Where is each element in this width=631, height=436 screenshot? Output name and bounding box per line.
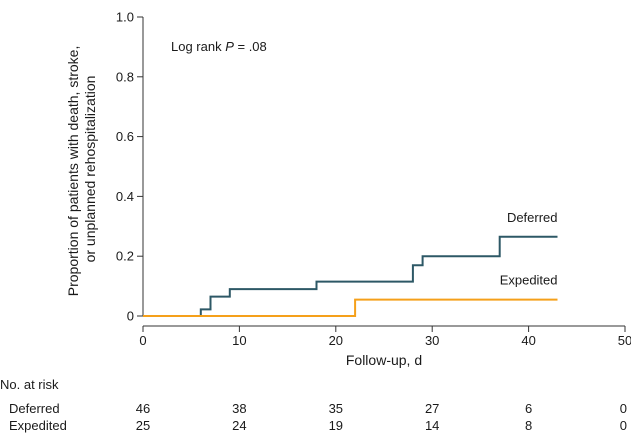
- annotation-p: P: [225, 39, 234, 54]
- x-ticks: 0 10 20 30 40 50: [139, 326, 631, 348]
- risk-value-deferred: 27: [425, 401, 439, 416]
- series-label-expedited: Expedited: [500, 273, 558, 288]
- risk-value-deferred: 35: [329, 401, 343, 416]
- x-axis-title: Follow-up, d: [346, 352, 422, 368]
- x-tick-label: 40: [521, 333, 535, 348]
- plot-area: 0 0.2 0.4 0.6 0.8 1.0 0 10 20 30 40 50 Deferred Exp…: [116, 10, 631, 349]
- y-tick-label: 1.0: [116, 10, 134, 25]
- y-axis-title: Proportion of patients with death, strok…: [65, 42, 98, 296]
- risk-row-label-expedited: Expedited: [9, 418, 67, 433]
- risk-value-deferred: 38: [232, 401, 246, 416]
- series-line-deferred: [143, 235, 558, 317]
- risk-value-expedited: 8: [525, 418, 532, 433]
- y-tick-label: 0.8: [116, 69, 134, 84]
- y-axis-title-line-1: Proportion of patients with death, strok…: [65, 46, 81, 297]
- risk-table: No. at risk Deferred 46 38 35 27 6 0 Expedited 2…: [0, 377, 627, 433]
- series-label-deferred: Deferred: [507, 210, 558, 225]
- risk-value-expedited: 19: [329, 418, 343, 433]
- risk-value-expedited: 0: [620, 418, 627, 433]
- x-tick-label: 10: [232, 333, 246, 348]
- y-axis-title-line-2: or unplanned rehospitalization: [82, 76, 98, 263]
- annotation-suffix: = .08: [234, 39, 267, 54]
- risk-value-deferred: 6: [525, 401, 532, 416]
- y-ticks: 0 0.2 0.4 0.6 0.8 1.0: [116, 10, 143, 324]
- risk-table-title: No. at risk: [0, 377, 59, 392]
- y-tick-label: 0.2: [116, 249, 134, 264]
- y-tick-label: 0: [127, 309, 134, 324]
- risk-value-expedited: 14: [425, 418, 439, 433]
- risk-value-expedited: 24: [232, 418, 246, 433]
- risk-value-deferred: 0: [620, 401, 627, 416]
- annotation-prefix: Log rank: [171, 39, 225, 54]
- x-tick-label: 50: [618, 333, 631, 348]
- annotation-log-rank: Log rank P = .08: [171, 39, 267, 54]
- x-tick-label: 30: [425, 333, 439, 348]
- series-line-expedited: [143, 298, 558, 317]
- x-tick-label: 20: [329, 333, 343, 348]
- y-tick-label: 0.6: [116, 129, 134, 144]
- x-tick-label: 0: [139, 333, 146, 348]
- risk-row-label-deferred: Deferred: [9, 401, 60, 416]
- risk-rows: Deferred 46 38 35 27 6 0 Expedited 25 24 19 14 8 0: [9, 401, 627, 433]
- series-layer: Deferred Expedited: [143, 210, 558, 317]
- risk-value-expedited: 25: [136, 418, 150, 433]
- y-tick-label: 0.4: [116, 189, 134, 204]
- risk-value-deferred: 46: [136, 401, 150, 416]
